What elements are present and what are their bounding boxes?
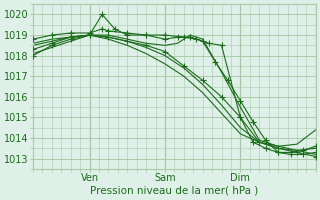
X-axis label: Pression niveau de la mer( hPa ): Pression niveau de la mer( hPa ): [90, 186, 259, 196]
